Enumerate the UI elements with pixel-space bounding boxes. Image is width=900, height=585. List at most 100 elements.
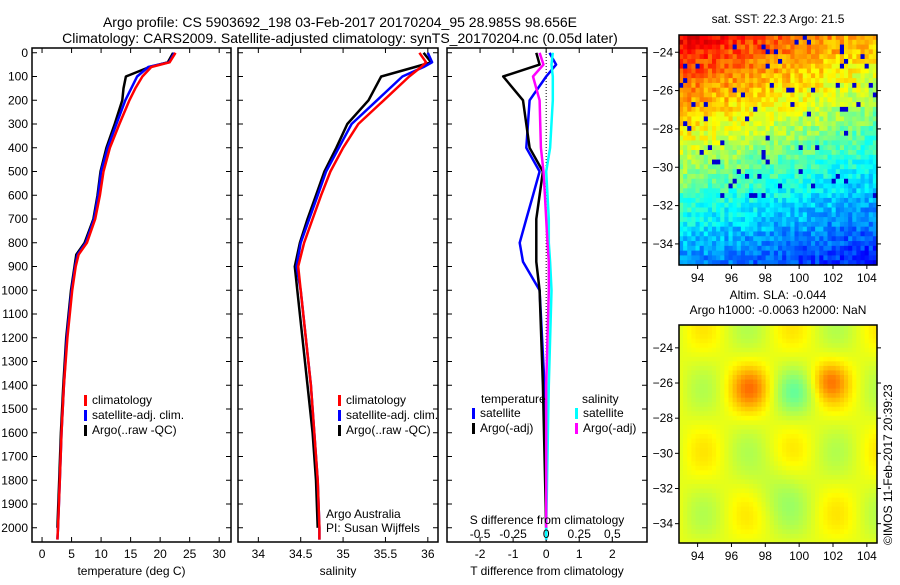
map-cell: [872, 452, 878, 458]
map-cell: [745, 154, 750, 161]
map-cell: [724, 424, 730, 431]
map-cell: [683, 361, 688, 367]
map-cell: [769, 39, 775, 46]
map-cell: [679, 402, 684, 408]
map-cell: [823, 250, 829, 257]
map-cell: [740, 397, 746, 403]
map-cell: [815, 538, 820, 544]
map-cell: [872, 538, 878, 544]
map-cell: [835, 420, 841, 426]
differences-frame: [446, 47, 648, 543]
map-cell: [790, 82, 796, 89]
map-cell: [786, 159, 791, 165]
map-cell: [724, 483, 730, 490]
map-cell: [860, 397, 866, 403]
map-cell: [848, 520, 853, 526]
map-cell: [794, 173, 800, 180]
legend-title-salinity: salinity: [582, 392, 619, 406]
map-cell: [720, 236, 725, 242]
map-cell: [769, 352, 775, 358]
map-cell: [823, 73, 829, 79]
map-cell: [724, 429, 730, 435]
map-cell: [860, 173, 866, 180]
map-cell: [798, 202, 804, 209]
map-cell: [819, 150, 824, 156]
map-cell: [872, 456, 878, 462]
map-cell: [679, 329, 684, 335]
y-tick-label: 1600: [1, 426, 28, 440]
map-cell: [687, 102, 692, 108]
map-cell: [732, 388, 738, 394]
map-cell: [802, 255, 808, 261]
map-cell: [827, 231, 833, 237]
map-cell: [831, 443, 837, 449]
map-cell: [798, 221, 804, 228]
map-cell: [811, 488, 816, 494]
map-cell: [790, 483, 796, 490]
map-cell: [815, 197, 820, 204]
map-cell: [707, 434, 713, 440]
map-cell: [736, 356, 742, 362]
map-cell: [761, 479, 767, 485]
map-cell: [778, 255, 783, 261]
map-cell: [839, 443, 845, 449]
map-cell: [769, 406, 775, 412]
map-cell: [806, 397, 812, 403]
map-cell: [823, 329, 829, 335]
map-cell: [811, 452, 816, 458]
map-cell: [716, 169, 721, 175]
map-cell: [839, 497, 845, 503]
map-cell: [749, 415, 754, 421]
map-cell: [687, 260, 692, 266]
map-cell: [745, 361, 750, 367]
map-cell: [868, 58, 874, 65]
x2-tick-label: 0.5: [604, 527, 621, 541]
map-cell: [798, 329, 804, 335]
map-cell: [778, 241, 783, 247]
map-cell: [707, 497, 713, 503]
map-cell: [794, 241, 800, 247]
map-cell: [786, 221, 791, 228]
map-cell: [707, 343, 713, 349]
map-cell: [716, 474, 721, 481]
map-cell: [732, 515, 738, 521]
map-cell: [823, 474, 829, 481]
map-cell: [679, 154, 684, 161]
map-cell: [724, 361, 730, 367]
map-cell: [848, 488, 853, 494]
map-cell: [757, 411, 763, 417]
map-cell: [773, 87, 779, 94]
map-cell: [839, 193, 845, 199]
map-cell: [724, 54, 730, 60]
map-cell: [687, 443, 692, 449]
map-cell: [720, 520, 725, 526]
map-cell: [716, 365, 721, 372]
map-cell: [815, 183, 820, 189]
map-cell: [740, 393, 746, 399]
map-cell: [757, 92, 763, 98]
map-cell: [872, 73, 878, 79]
map-cell: [707, 411, 713, 417]
map-cell: [835, 388, 841, 394]
map-cell: [728, 388, 734, 394]
map-cell: [745, 497, 750, 503]
map-cell: [695, 397, 701, 403]
map-cell: [732, 420, 738, 426]
map-cell: [683, 250, 688, 257]
map-cell: [753, 452, 758, 458]
map-cell: [872, 44, 878, 50]
map-cell: [827, 520, 833, 526]
map-cell: [687, 250, 692, 257]
map-cell: [827, 406, 833, 412]
map-cell: [753, 106, 758, 113]
map-cell: [716, 207, 721, 213]
map-cell: [716, 506, 721, 512]
map-cell: [872, 420, 878, 426]
map-cell: [732, 68, 738, 74]
map-cell: [778, 488, 783, 494]
map-cell: [835, 533, 841, 540]
map-cell: [753, 63, 758, 70]
map-cell: [852, 58, 857, 65]
map-cell: [831, 374, 837, 381]
map-cell: [798, 207, 804, 213]
